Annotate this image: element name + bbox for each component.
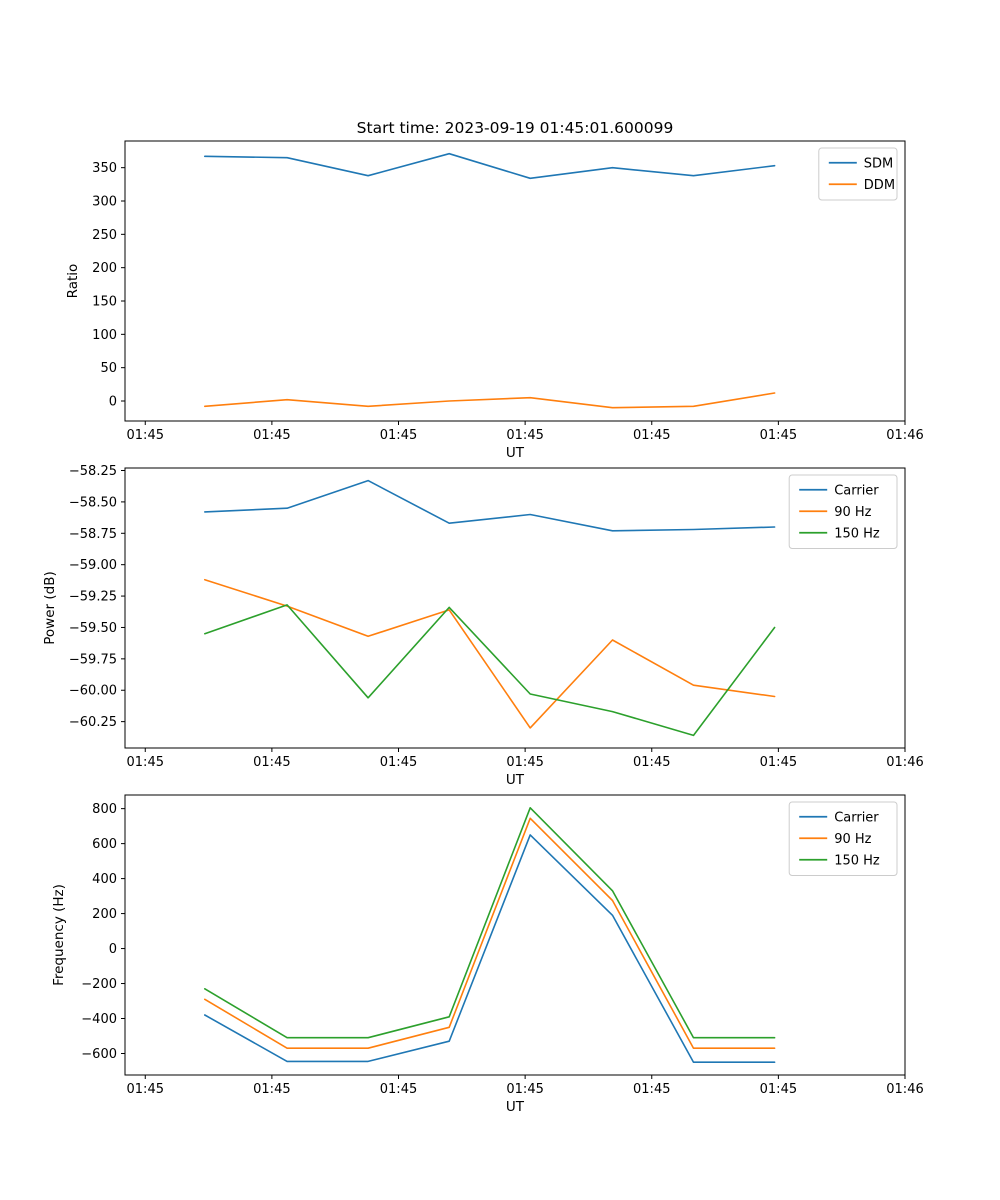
y-tick-label: 150 xyxy=(92,295,117,310)
x-tick-label: 01:45 xyxy=(380,755,417,770)
x-axis-label: UT xyxy=(506,445,525,461)
x-tick-label: 01:46 xyxy=(886,755,923,770)
y-tick-label: 100 xyxy=(92,328,117,343)
y-tick-label: 600 xyxy=(92,837,117,852)
x-tick-label: 01:45 xyxy=(127,428,164,443)
y-tick-label: 200 xyxy=(92,261,117,276)
x-tick-label: 01:45 xyxy=(253,1082,290,1097)
y-axis-label: Ratio xyxy=(65,264,81,299)
chart-power: 01:45 01:45 01:45 01:45 01:45 01:45 01:46 −58.2… xyxy=(42,464,924,788)
legend-label: DDM xyxy=(864,178,895,193)
chart-ratio: 01:45 01:45 01:45 01:45 01:45 01:45 01:46 0 50 10… xyxy=(65,140,924,461)
y-tick-label: −59.75 xyxy=(69,652,117,667)
series-line-ddm xyxy=(204,392,776,409)
legend-label: 150 Hz xyxy=(834,526,880,541)
x-tick-label: 01:45 xyxy=(633,1082,670,1097)
x-tick-label: 01:46 xyxy=(886,428,923,443)
x-axis-label: UT xyxy=(506,1099,525,1115)
y-tick-label: −600 xyxy=(81,1047,117,1062)
x-tick-label: 01:45 xyxy=(127,1082,164,1097)
y-axis-label: Power (dB) xyxy=(42,571,58,644)
y-axis-label: Frequency (Hz) xyxy=(51,884,67,986)
x-tick-label: 01:45 xyxy=(380,428,417,443)
y-tick-label: −58.75 xyxy=(69,527,117,542)
y-tick-label: 0 xyxy=(109,395,117,410)
series-line-90-hz xyxy=(204,817,776,1049)
y-tick-label: 400 xyxy=(92,872,117,887)
legend-label: 150 Hz xyxy=(834,853,880,868)
legend-box xyxy=(788,801,898,876)
legend-label: SDM xyxy=(864,156,893,171)
y-tick-label: −59.50 xyxy=(69,621,117,636)
y-tick-label: −60.25 xyxy=(69,715,117,730)
y-tick-label: −400 xyxy=(81,1012,117,1027)
x-tick-label: 01:45 xyxy=(506,1082,543,1097)
series-line-carrier xyxy=(204,834,776,1063)
x-tick-label: 01:45 xyxy=(760,755,797,770)
axes-frame xyxy=(124,467,906,749)
y-tick-label: 350 xyxy=(92,161,117,176)
x-tick-label: 01:45 xyxy=(760,1082,797,1097)
legend-box xyxy=(818,147,898,201)
legend-label: 90 Hz xyxy=(834,832,871,847)
y-tick-label: −59.00 xyxy=(69,558,117,573)
figure-title: Start time: 2023-09-19 01:45:01.600099 xyxy=(356,119,674,137)
axes-frame xyxy=(124,794,906,1076)
x-tick-label: 01:46 xyxy=(886,1082,923,1097)
x-tick-label: 01:45 xyxy=(760,428,797,443)
y-tick-label: −200 xyxy=(81,977,117,992)
x-tick-label: 01:45 xyxy=(253,755,290,770)
x-tick-label: 01:45 xyxy=(506,428,543,443)
legend-label: Carrier xyxy=(834,483,879,498)
y-tick-label: 50 xyxy=(100,361,117,376)
series-line-150-hz xyxy=(204,806,776,1039)
legend-label: 90 Hz xyxy=(834,505,871,520)
y-tick-label: −59.25 xyxy=(69,590,117,605)
legend-label: Carrier xyxy=(834,810,879,825)
axes-frame xyxy=(124,140,906,422)
chart-frequency: 01:45 01:45 01:45 01:45 01:45 01:45 01:46 −600 −… xyxy=(51,794,924,1115)
x-tick-label: 01:45 xyxy=(253,428,290,443)
series-line-sdm xyxy=(204,152,776,180)
x-tick-label: 01:45 xyxy=(380,1082,417,1097)
series-line-150-hz xyxy=(204,604,776,737)
y-tick-label: 300 xyxy=(92,195,117,210)
y-tick-label: 250 xyxy=(92,228,117,243)
x-tick-label: 01:45 xyxy=(127,755,164,770)
x-tick-label: 01:45 xyxy=(506,755,543,770)
x-tick-label: 01:45 xyxy=(633,755,670,770)
x-tick-label: 01:45 xyxy=(633,428,670,443)
y-tick-label: 200 xyxy=(92,907,117,922)
y-tick-label: 800 xyxy=(92,802,117,817)
y-tick-label: −60.00 xyxy=(69,684,117,699)
y-tick-label: 0 xyxy=(109,942,117,957)
series-line-carrier xyxy=(204,479,776,532)
y-tick-label: −58.25 xyxy=(69,464,117,479)
legend-box xyxy=(788,474,898,549)
series-line-90-hz xyxy=(204,578,776,729)
x-axis-label: UT xyxy=(506,772,525,788)
y-tick-label: −58.50 xyxy=(69,495,117,510)
